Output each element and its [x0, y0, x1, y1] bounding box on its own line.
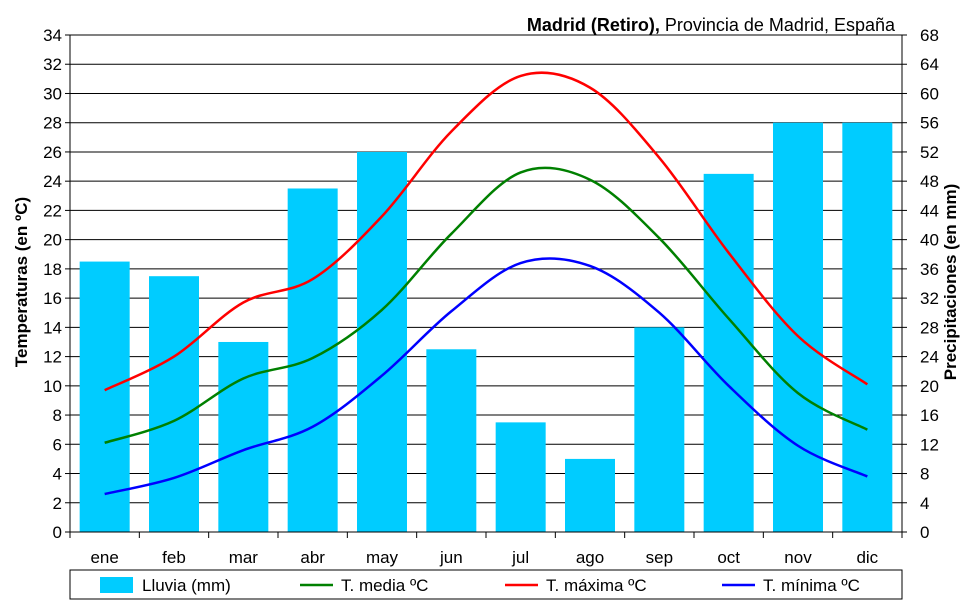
- right-tick-label: 48: [920, 172, 939, 191]
- left-tick-label: 28: [43, 114, 62, 133]
- right-tick-label: 28: [920, 318, 939, 337]
- x-tick-label-jun: jun: [439, 548, 463, 567]
- x-tick-label-jul: jul: [511, 548, 529, 567]
- legend-label-media: T. media ºC: [341, 576, 428, 595]
- legend-swatch-rain: [100, 577, 133, 593]
- left-tick-label: 22: [43, 201, 62, 220]
- left-tick-label: 2: [53, 494, 62, 513]
- right-tick-label: 20: [920, 377, 939, 396]
- x-tick-label-dic: dic: [856, 548, 878, 567]
- temperature-lines: [104, 71, 869, 496]
- left-tick-label: 30: [43, 84, 62, 103]
- right-tick-label: 44: [920, 201, 939, 220]
- line-maxima: [104, 71, 869, 392]
- left-tick-label: 16: [43, 289, 62, 308]
- right-tick-label: 24: [920, 348, 939, 367]
- rain-bar-oct: [703, 173, 754, 532]
- rain-bar-nov: [773, 122, 823, 533]
- right-tick-label: 8: [920, 465, 929, 484]
- right-tick-label: 68: [920, 26, 939, 45]
- legend-box: [69, 569, 903, 600]
- right-tick-label: 36: [920, 260, 939, 279]
- left-tick-label: 18: [43, 260, 62, 279]
- left-tick-label: 6: [53, 435, 62, 454]
- rain-bar-ago: [565, 458, 615, 532]
- legend-label-minima: T. mínima ºC: [763, 576, 860, 595]
- rain-bar-sep: [634, 327, 685, 532]
- right-tick-label: 0: [920, 523, 929, 542]
- rain-bars: [79, 122, 893, 533]
- left-tick-label: 10: [43, 377, 62, 396]
- rain-bar-mar: [218, 341, 269, 532]
- x-axis-ticks: ene feb mar abr may jun jul ago sep oct nov dic: [69, 532, 903, 567]
- right-tick-label: 60: [920, 84, 939, 103]
- left-tick-label: 34: [43, 26, 62, 45]
- right-tick-label: 4: [920, 494, 929, 513]
- chart-title-bold: Madrid (Retiro),: [527, 15, 660, 35]
- rain-bar-abr: [287, 188, 338, 532]
- left-axis-label: Temperaturas (en ºC): [12, 197, 31, 367]
- right-tick-label: 56: [920, 114, 939, 133]
- left-tick-label: 20: [43, 231, 62, 250]
- right-tick-label: 64: [920, 55, 939, 74]
- x-tick-label-mar: mar: [229, 548, 259, 567]
- rain-bar-feb: [149, 276, 199, 532]
- x-tick-label-oct: oct: [717, 548, 740, 567]
- rain-bar-jun: [426, 349, 477, 532]
- left-tick-label: 32: [43, 55, 62, 74]
- right-axis-label: Precipitaciones (en mm): [941, 184, 960, 381]
- left-tick-label: 0: [53, 523, 62, 542]
- x-tick-label-abr: abr: [300, 548, 325, 567]
- x-tick-label-feb: feb: [162, 548, 186, 567]
- x-tick-label-ene: ene: [90, 548, 118, 567]
- rain-bar-dic: [842, 122, 893, 533]
- rain-bar-jul: [495, 422, 546, 532]
- legend-label-maxima: T. máxima ºC: [546, 576, 647, 595]
- line-minima: [104, 257, 868, 496]
- right-tick-label: 16: [920, 406, 939, 425]
- rain-bar-ene: [79, 261, 130, 532]
- right-tick-label: 52: [920, 143, 939, 162]
- left-tick-label: 12: [43, 348, 62, 367]
- left-tick-label: 8: [53, 406, 62, 425]
- line-media: [104, 166, 868, 445]
- left-tick-label: 4: [53, 465, 62, 484]
- chart-title: Madrid (Retiro), Provincia de Madrid, Es…: [527, 15, 896, 35]
- right-tick-label: 40: [920, 231, 939, 250]
- right-tick-label: 32: [920, 289, 939, 308]
- right-tick-label: 12: [920, 435, 939, 454]
- left-tick-label: 24: [43, 172, 62, 191]
- left-tick-label: 26: [43, 143, 62, 162]
- x-tick-label-ago: ago: [576, 548, 604, 567]
- x-tick-label-sep: sep: [646, 548, 673, 567]
- x-tick-label-nov: nov: [784, 548, 812, 567]
- legend: Lluvia (mm) T. media ºC T. máxima ºC T. …: [69, 569, 903, 600]
- left-tick-label: 14: [43, 318, 62, 337]
- chart-title-rest: Provincia de Madrid, España: [665, 15, 896, 35]
- legend-label-rain: Lluvia (mm): [142, 576, 231, 595]
- gridlines: [70, 34, 902, 533]
- rain-bar-may: [357, 151, 407, 533]
- x-tick-label-may: may: [366, 548, 399, 567]
